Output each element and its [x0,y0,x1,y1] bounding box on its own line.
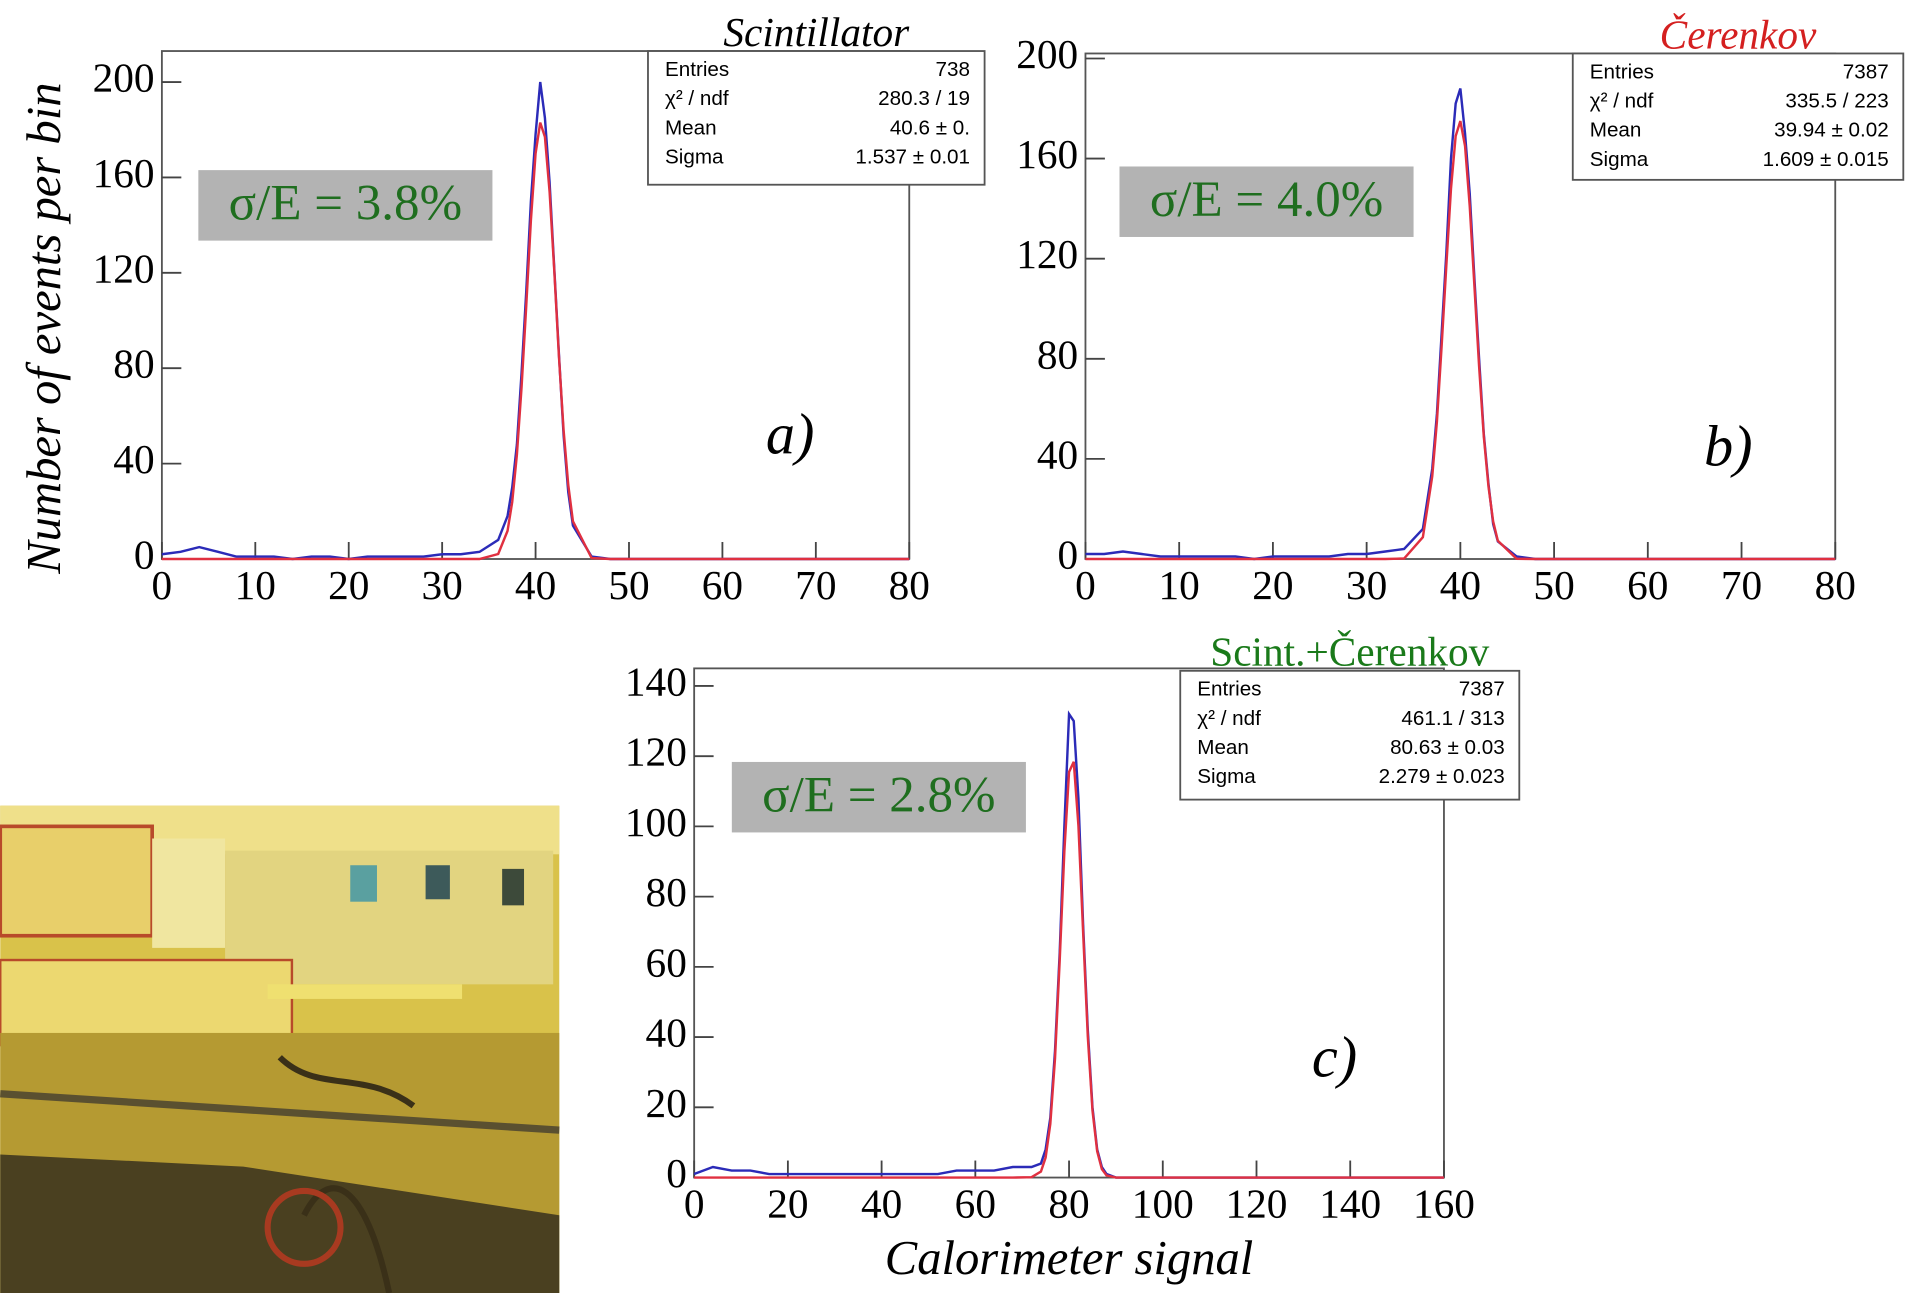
annotation-box [731,761,1026,833]
x-tick-label: 70 [1721,562,1762,608]
x-tick-label: 140 [1319,1180,1381,1226]
x-tick-label: 60 [702,562,743,608]
x-tick-label: 20 [1252,562,1293,608]
x-tick-label: 30 [1346,562,1387,608]
x-tick-label: 60 [1627,562,1668,608]
y-tick-label: 120 [93,245,155,291]
x-tick-label: 20 [767,1180,808,1226]
stats-key: Entries [665,58,729,81]
annotation: σ/E = 3.8% [229,176,462,232]
stats-key: Mean [1197,736,1249,759]
plot-frame [1084,52,1837,560]
stats-key: χ² / ndf [1590,90,1654,113]
x-tick-label: 0 [684,1180,705,1226]
x-tick-label: 40 [861,1180,902,1226]
y-tick-label: 200 [93,55,155,101]
stats-box [1179,669,1521,801]
annotation: σ/E = 2.8% [762,767,995,823]
y-tick-label: 140 [625,658,687,704]
y-tick-label: 200 [1016,31,1078,77]
panel-label: b) [1704,413,1753,478]
stats-key: Entries [1590,60,1654,83]
x-tick-label: 40 [515,562,556,608]
x-tick-label: 10 [1159,562,1200,608]
x-tick-label: 160 [1413,1180,1475,1226]
x-tick-label: 120 [1226,1180,1288,1226]
series-line [161,122,910,561]
stats-value: 1.537 ± 0.01 [855,145,970,168]
stats-key: Entries [1197,678,1261,701]
x-tick-label: 80 [889,562,930,608]
y-tick-label: 0 [1058,531,1079,577]
stats-key: Mean [1590,119,1642,142]
stats-key: Sigma [665,145,724,168]
stats-key: χ² / ndf [1197,707,1261,730]
stats-value: 7387 [1459,678,1505,701]
x-tick-label: 80 [1048,1180,1089,1226]
stats-value: 738 [936,58,970,81]
series-line [694,761,1444,1179]
y-tick-label: 60 [646,939,687,985]
annotation-box [1119,166,1414,237]
x-tick-label: 30 [422,562,463,608]
stats-key: Sigma [1197,765,1256,788]
y-tick-label: 160 [1016,131,1078,177]
y-tick-label: 100 [625,799,687,845]
panel-label: a) [766,401,815,466]
y-tick-label: 40 [646,1010,687,1056]
stats-value: 2.279 ± 0.023 [1379,765,1505,788]
stats-key: χ² / ndf [665,87,729,110]
stats-key: Sigma [1590,148,1649,171]
stats-title: Scintillator [723,9,910,55]
plot-frame [160,50,911,560]
y-tick-label: 40 [1037,431,1078,477]
stats-box [647,50,986,186]
y-axis-label: Number of events per bin [17,82,71,574]
stats-value: 40.6 ± 0. [890,116,970,139]
x-tick-label: 70 [795,562,836,608]
stats-value: 1.609 ± 0.015 [1763,148,1889,171]
y-tick-label: 80 [646,869,687,915]
annotation-box [198,170,493,241]
x-tick-label: 60 [955,1180,996,1226]
stats-value: 335.5 / 223 [1785,90,1888,113]
x-tick-label: 20 [328,562,369,608]
y-tick-label: 80 [113,341,154,387]
x-tick-label: 0 [152,562,173,608]
stats-title: Čerenkov [1660,11,1817,57]
stats-value: 280.3 / 19 [878,87,970,110]
x-axis-label: Calorimeter signal [885,1231,1254,1285]
photo [0,805,560,1293]
x-tick-label: 0 [1075,562,1096,608]
x-tick-label: 50 [608,562,649,608]
stats-value: 39.94 ± 0.02 [1774,119,1889,142]
stats-value: 7387 [1843,60,1889,83]
y-tick-label: 0 [666,1150,687,1196]
panel-label: c) [1312,1025,1357,1090]
y-tick-label: 120 [1016,231,1078,277]
stats-value: 461.1 / 313 [1401,707,1504,730]
y-tick-label: 80 [1037,331,1078,377]
x-tick-label: 80 [1815,562,1856,608]
y-tick-label: 160 [93,150,155,196]
x-tick-label: 50 [1533,562,1574,608]
x-tick-label: 10 [235,562,276,608]
y-tick-label: 0 [134,531,155,577]
stats-key: Mean [665,116,717,139]
x-tick-label: 40 [1440,562,1481,608]
stats-title: Scint.+Čerenkov [1210,629,1489,675]
y-tick-label: 120 [625,729,687,775]
stats-value: 80.63 ± 0.03 [1390,736,1505,759]
x-tick-label: 100 [1132,1180,1194,1226]
y-tick-label: 40 [113,436,154,482]
series-line [1085,120,1836,561]
annotation: σ/E = 4.0% [1150,172,1383,228]
y-tick-label: 20 [646,1080,687,1126]
stats-box [1571,52,1905,181]
